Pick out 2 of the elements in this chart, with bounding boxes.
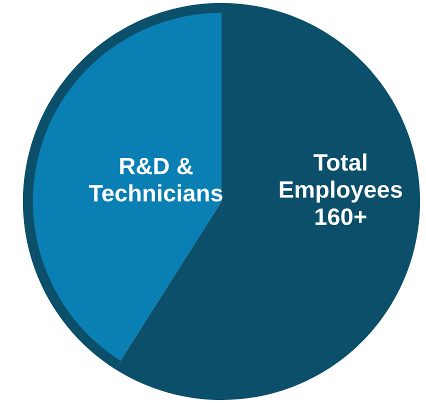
slice-label: R&D & Technicians bbox=[88, 158, 222, 202]
slice-label: Total Employees 160+ bbox=[280, 153, 402, 226]
